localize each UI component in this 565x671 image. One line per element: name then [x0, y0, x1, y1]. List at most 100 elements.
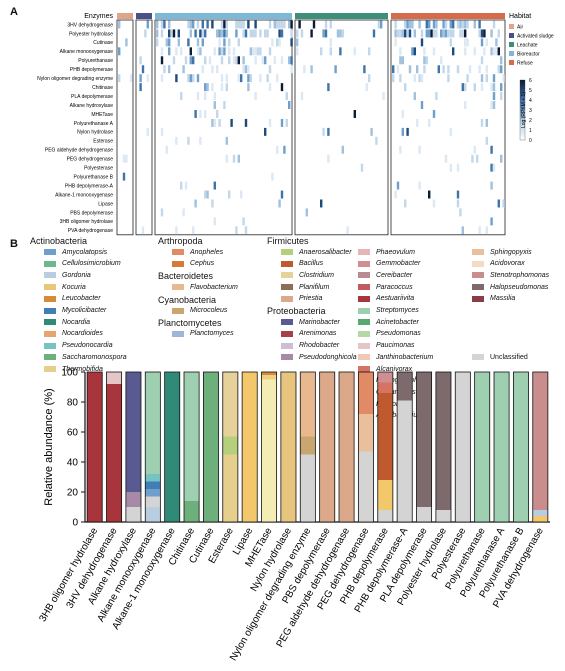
heatmap-cell: [165, 145, 168, 154]
heatmap-cell: [204, 110, 207, 118]
legend-swatch: [281, 249, 293, 255]
heatmap-cell: [329, 38, 332, 47]
heatmap-cell: [483, 47, 486, 56]
heatmap-cell: [206, 190, 209, 199]
legend-item: Saccharomonospora: [44, 352, 127, 362]
heatmap-row-label: Polyurethanase: [78, 58, 113, 64]
heatmap-cell: [449, 163, 452, 172]
heatmap-cell: [456, 163, 460, 172]
legend-item: Microcoleus: [172, 306, 227, 316]
heatmap-cell: [490, 101, 493, 109]
heatmap-cell: [211, 199, 214, 208]
bar-segment: [125, 507, 141, 522]
heatmap-cell: [228, 56, 231, 65]
legend-item: Paucimonas: [358, 341, 415, 351]
bar-outline: [357, 371, 374, 523]
bar-segment: [532, 516, 548, 522]
habitat-bar: [155, 13, 292, 19]
heatmap-cell: [141, 226, 145, 235]
heatmap-cell: [490, 217, 493, 226]
heatmap-cell: [187, 20, 190, 29]
heatmap-cell: [353, 110, 356, 118]
legend-item: Flavobacterium: [172, 282, 238, 292]
heatmap-cell: [485, 74, 488, 83]
heatmap-cell: [372, 29, 376, 38]
bar-outline: [86, 371, 103, 523]
heatmap-cell: [240, 20, 243, 29]
legend-item: Nocardia: [44, 317, 90, 327]
legend-label: Nocardioides: [62, 330, 103, 338]
heatmap-cell: [324, 20, 328, 29]
heatmap-cell: [125, 38, 128, 47]
heatmap-cell: [240, 190, 243, 199]
bar-segment: [145, 507, 161, 522]
bar-segment: [474, 372, 490, 522]
heatmap-cell: [435, 92, 438, 101]
habitat-legend-swatch: [509, 33, 514, 38]
heatmap-cell: [259, 29, 262, 38]
legend-item: Cephus: [172, 259, 214, 269]
legend-swatch: [281, 330, 293, 337]
heatmap-cell: [223, 47, 226, 56]
legend-item: Planctomyces: [172, 329, 234, 339]
heatmap-cell: [300, 92, 304, 101]
heatmap-cell: [399, 74, 402, 83]
heatmap-cell: [237, 20, 240, 29]
legend-label: Thermobifida: [62, 365, 103, 373]
heatmap-cell: [204, 56, 207, 65]
bar-outline: [222, 371, 239, 523]
legend-label: Anopheles: [190, 248, 224, 256]
habitat-bar: [117, 13, 133, 19]
bar-outline: [164, 371, 181, 523]
heatmap-cell: [244, 29, 248, 38]
heatmap-cell: [392, 74, 395, 83]
heatmap-cell: [399, 29, 402, 38]
heatmap-cell: [156, 20, 159, 29]
heatmap-cell: [182, 65, 185, 74]
heatmap-cell: [290, 29, 293, 38]
heatmap-cell: [184, 56, 188, 65]
panel-a-heatmap: Enzymes 3HV dehydrogenase Polyester hydrol…: [37, 13, 554, 236]
heatmap-cell: [495, 47, 498, 56]
heatmap-cell: [413, 92, 416, 101]
heatmap-cell: [310, 29, 313, 38]
legend-swatch: [44, 295, 56, 302]
legend-swatch: [281, 319, 293, 326]
legend-item: Pseudomonas: [358, 329, 421, 339]
heatmap-cell: [449, 127, 452, 136]
legend-item: Pseudonocardia: [44, 341, 113, 351]
habitat-legend-label: Air: [517, 25, 523, 31]
bar-segment: [339, 372, 355, 522]
legend-label: Acidovorax: [490, 260, 525, 268]
heatmap-cell: [168, 20, 171, 29]
habitat-legend-label: Activated sludge: [517, 34, 554, 40]
legend-swatch: [472, 272, 484, 279]
legend-swatch: [44, 307, 56, 314]
heatmap-cell: [428, 118, 431, 127]
legend-label: Anaerosalibacter: [299, 248, 352, 256]
legend-item: Marinobacter: [281, 317, 340, 327]
heatmap-cell: [418, 20, 421, 29]
y-tick-label: 100: [61, 368, 78, 379]
heatmap-cell: [468, 65, 472, 74]
heatmap-cell: [492, 74, 496, 83]
legend-label: Rhodobacter: [299, 342, 340, 350]
heatmap-cell: [280, 83, 284, 92]
legend-group-title: Bacteroidetes: [158, 271, 214, 282]
legend-item: Pseudodonghicola: [281, 352, 357, 362]
heatmap-cell: [341, 145, 344, 154]
bar-segment: [222, 454, 238, 522]
legend-swatch: [281, 354, 293, 361]
legend-label: Nocardia: [62, 318, 91, 326]
legend-label: Comamonas: [376, 388, 416, 396]
habitat-legend-swatch: [509, 51, 514, 56]
heatmap-cell: [452, 47, 455, 56]
bar-segment: [435, 510, 451, 522]
heatmap-cell: [278, 199, 281, 208]
bar-segment: [377, 382, 393, 393]
heatmap-cell: [247, 74, 250, 83]
heatmap-cell: [435, 20, 438, 29]
heatmap-cell: [144, 29, 147, 38]
legend-item: Rhodobacter: [281, 341, 339, 351]
bar-segment: [145, 372, 161, 474]
